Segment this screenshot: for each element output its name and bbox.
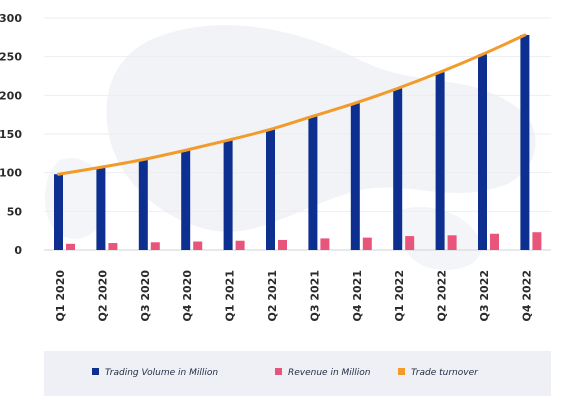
bar-trading-volume — [223, 140, 233, 250]
bar-revenue — [193, 241, 203, 250]
bar-revenue — [278, 239, 287, 250]
bar-trading-volume — [181, 150, 191, 250]
bar-revenue — [490, 233, 499, 250]
bar-revenue — [235, 240, 245, 250]
bar-trading-volume — [350, 103, 360, 250]
x-tick-label: Q3 2020 — [139, 270, 152, 322]
x-tick-label: Q1 2022 — [393, 270, 406, 321]
legend-swatch — [275, 368, 282, 375]
x-tick-label: Q2 2020 — [96, 270, 109, 322]
y-tick-label: 100 — [0, 167, 22, 180]
bar-revenue — [405, 236, 415, 250]
y-tick-label: 50 — [7, 205, 23, 218]
y-axis-labels: 0 50 100 150 200 250 300 — [0, 12, 22, 257]
trend-line-trade-turnover — [57, 33, 527, 176]
bar-revenue — [447, 235, 457, 250]
x-tick-label: Q2 2022 — [436, 270, 449, 321]
x-tick-label: Q3 2022 — [478, 270, 491, 321]
bar-trading-volume — [308, 116, 318, 250]
bar-trading-volume — [266, 129, 275, 250]
legend-swatch — [92, 368, 99, 375]
x-axis-labels: Q1 2020 Q2 2020 Q3 2020 Q4 2020 Q1 2021 Q2 20… — [54, 270, 533, 322]
bars — [54, 35, 542, 251]
bar-revenue — [150, 242, 160, 250]
legend-label: Trading Volume in Million — [105, 368, 218, 378]
legend-swatch — [398, 368, 405, 375]
trend-line-layer — [57, 33, 527, 176]
grid-lines — [44, 17, 551, 251]
y-tick-label: 200 — [0, 89, 22, 102]
bar-revenue — [66, 243, 75, 250]
legend-label: Revenue in Million — [288, 368, 371, 378]
x-tick-label: Q2 2021 — [266, 270, 279, 321]
bar-revenue — [320, 238, 330, 250]
bar-revenue — [532, 232, 542, 250]
x-tick-label: Q3 2021 — [308, 270, 321, 321]
bar-trading-volume — [138, 159, 148, 250]
x-tick-label: Q1 2020 — [54, 270, 67, 322]
y-tick-label: 150 — [0, 128, 22, 141]
x-tick-label: Q4 2020 — [181, 270, 194, 322]
bar-trading-volume — [393, 88, 403, 250]
y-tick-label: 0 — [14, 244, 22, 257]
legend-items: Trading Volume in Million Revenue in Mill… — [92, 368, 479, 378]
x-tick-label: Q4 2021 — [351, 270, 364, 321]
legend: Trading Volume in Million Revenue in Mill… — [44, 351, 551, 396]
y-tick-label: 300 — [0, 12, 22, 25]
bar-trading-volume — [520, 35, 530, 250]
bar-trading-volume — [435, 72, 445, 250]
bar-trading-volume — [478, 54, 487, 251]
bar-revenue — [108, 243, 118, 250]
legend-label: Trade turnover — [411, 368, 479, 378]
legend-background — [44, 351, 551, 396]
bar-revenue — [362, 237, 372, 250]
bar-trading-volume — [96, 167, 106, 250]
bar-trading-volume — [54, 174, 63, 250]
x-tick-label: Q1 2021 — [224, 270, 237, 321]
y-tick-label: 250 — [0, 51, 22, 64]
x-tick-label: Q4 2022 — [520, 270, 533, 321]
